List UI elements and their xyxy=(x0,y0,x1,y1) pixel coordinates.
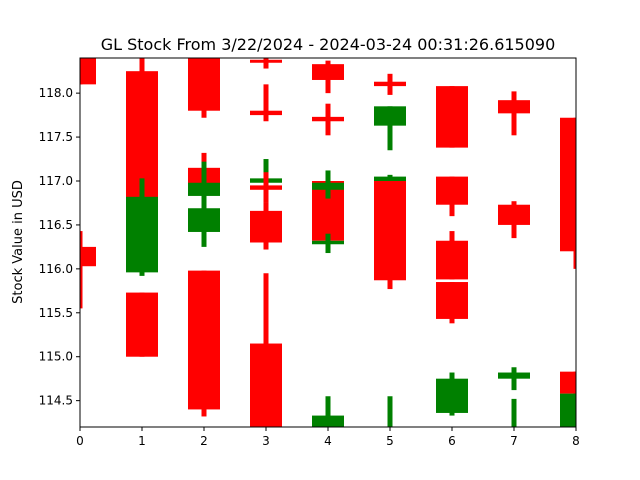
candle-body-25 xyxy=(374,176,406,183)
candle-body-16 xyxy=(250,343,282,427)
candle-body-23 xyxy=(374,81,406,87)
y-tick-label: 116.0 xyxy=(39,262,73,276)
candle-wick-2 xyxy=(80,231,83,309)
candle-body-28 xyxy=(436,86,468,148)
candle-wick-22 xyxy=(325,396,331,427)
x-tick-label: 5 xyxy=(386,434,394,448)
candle-body-11 xyxy=(250,59,282,63)
x-tick-label: 7 xyxy=(510,434,518,448)
y-axis-label: Stock Value in USD xyxy=(11,180,26,304)
candle-body-10 xyxy=(188,270,220,410)
candle-body-4 xyxy=(126,196,158,273)
candle-body-12 xyxy=(250,110,282,116)
candle-body-2 xyxy=(80,246,96,267)
candle-body-21 xyxy=(312,240,344,245)
candle-body-9 xyxy=(188,208,220,232)
y-tick-label: 117.0 xyxy=(39,174,73,188)
x-tick-label: 3 xyxy=(262,434,270,448)
candle-wick-27 xyxy=(387,396,393,427)
x-tick-label: 4 xyxy=(324,434,332,448)
candles-group xyxy=(80,58,576,427)
candle-body-22 xyxy=(312,415,344,427)
candle-body-30 xyxy=(436,240,468,280)
candle-wick-35 xyxy=(511,367,517,391)
candle-wick-12 xyxy=(263,84,269,122)
candle-body-35 xyxy=(498,372,530,379)
y-axis-ticks: 114.5 115.0 115.5 116.0 116.5 117.0 117.5 118.0 xyxy=(39,86,80,408)
candle-body-34 xyxy=(498,204,530,225)
y-tick-label: 114.5 xyxy=(39,394,73,408)
candle-body-14 xyxy=(250,185,282,190)
candle-wick-24 xyxy=(387,106,393,151)
candle-body-38 xyxy=(560,371,576,394)
x-tick-label: 6 xyxy=(448,434,456,448)
candle-body-8 xyxy=(188,182,220,196)
x-axis-ticks: 0 1 2 3 4 5 6 7 8 xyxy=(76,427,580,448)
x-tick-label: 8 xyxy=(572,434,580,448)
candle-body-32 xyxy=(436,378,468,413)
candle-body-15 xyxy=(250,210,282,243)
candle-wick-11 xyxy=(263,58,269,69)
candle-body-26 xyxy=(374,181,406,281)
y-tick-label: 115.5 xyxy=(39,306,73,320)
candle-body-3 xyxy=(126,71,158,199)
candle-body-24 xyxy=(374,106,406,126)
candle-body-1 xyxy=(80,58,96,85)
candle-body-29 xyxy=(436,176,468,205)
candle-wick-36 xyxy=(511,398,517,427)
candle-body-39 xyxy=(560,393,576,427)
y-tick-label: 116.5 xyxy=(39,218,73,232)
y-tick-label: 117.5 xyxy=(39,130,73,144)
candle-body-18 xyxy=(312,116,344,122)
y-tick-label: 115.0 xyxy=(39,350,73,364)
x-tick-label: 2 xyxy=(200,434,208,448)
y-tick-label: 118.0 xyxy=(39,86,73,100)
candle-body-31 xyxy=(436,282,468,319)
candle-body-5 xyxy=(126,292,158,357)
chart-title: GL Stock From 3/22/2024 - 2024-03-24 00:… xyxy=(101,35,556,54)
candle-body-33 xyxy=(498,100,530,114)
candle-body-20 xyxy=(312,182,344,190)
x-tick-label: 1 xyxy=(138,434,146,448)
candle-body-37 xyxy=(560,117,576,252)
x-tick-label: 0 xyxy=(76,434,84,448)
candle-body-17 xyxy=(312,64,344,80)
candle-body-6 xyxy=(188,58,220,111)
